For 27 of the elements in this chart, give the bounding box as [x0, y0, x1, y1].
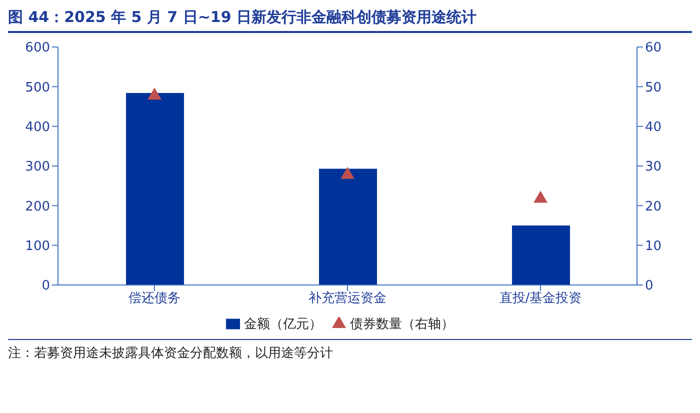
y-tick-label: 200 [25, 199, 50, 214]
legend-label: 债券数量（右轴） [350, 317, 454, 332]
point [340, 166, 354, 179]
chart-title: 图 44：2025 年 5 月 7 日~19 日新发行非金融科创债募资用途统计 [8, 8, 692, 33]
bar [126, 93, 184, 285]
y2-tick-label: 60 [645, 40, 662, 56]
y-tick-label: 500 [25, 80, 50, 96]
y2-tick-label: 30 [645, 160, 662, 175]
y-tick-label: 0 [42, 278, 50, 294]
legend-label: 金额（亿元） [244, 317, 322, 332]
x-tick-label: 偿还债务 [128, 291, 180, 306]
y2-tick-label: 50 [645, 80, 662, 96]
point [148, 88, 162, 100]
bar [512, 226, 570, 285]
x-tick-label: 补充营运资金 [308, 291, 386, 306]
y2-tick-label: 10 [645, 238, 662, 254]
y-tick-label: 600 [25, 40, 50, 56]
y-tick-label: 100 [25, 238, 50, 254]
point [534, 190, 548, 203]
x-tick-label: 直投/基金投资 [499, 291, 582, 306]
y2-tick-label: 20 [645, 199, 662, 214]
y-tick-label: 400 [25, 120, 50, 135]
y2-tick-label: 40 [645, 120, 662, 135]
y2-tick-label: 0 [645, 278, 654, 294]
text: 注：若募资用途未披露具体资金分配数额，以用途等分计 [8, 345, 334, 362]
bar [319, 168, 377, 285]
y-tick-label: 300 [25, 160, 50, 175]
